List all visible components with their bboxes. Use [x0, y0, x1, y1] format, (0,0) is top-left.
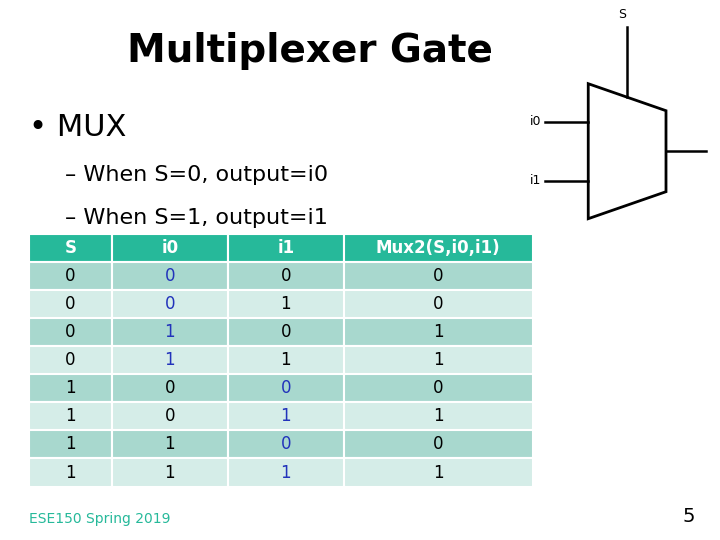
Text: – When S=0, output=i0: – When S=0, output=i0 [65, 165, 328, 185]
Text: 1: 1 [281, 351, 291, 369]
Text: 0: 0 [165, 407, 175, 426]
Text: 0: 0 [65, 323, 76, 341]
Text: 1: 1 [65, 379, 76, 397]
Text: i0: i0 [161, 239, 179, 257]
Text: • MUX: • MUX [29, 113, 126, 143]
Text: 1: 1 [65, 435, 76, 454]
Text: 0: 0 [433, 295, 444, 313]
Text: S: S [618, 8, 626, 21]
Text: 1: 1 [65, 463, 76, 482]
Text: 0: 0 [281, 323, 291, 341]
Text: 1: 1 [165, 463, 175, 482]
Text: 0: 0 [65, 351, 76, 369]
Text: 1: 1 [165, 351, 175, 369]
Text: 0: 0 [165, 379, 175, 397]
Text: 1: 1 [433, 407, 444, 426]
Text: 0: 0 [65, 267, 76, 285]
Text: 1: 1 [281, 463, 291, 482]
Text: 0: 0 [281, 435, 291, 454]
Text: – When S=1, output=i1: – When S=1, output=i1 [65, 208, 328, 228]
Text: i0: i0 [530, 115, 541, 128]
Text: 0: 0 [165, 295, 175, 313]
Text: 1: 1 [65, 407, 76, 426]
Text: 1: 1 [165, 435, 175, 454]
Text: 1: 1 [281, 407, 291, 426]
Text: 1: 1 [433, 351, 444, 369]
Text: 5: 5 [683, 508, 695, 526]
Text: i1: i1 [530, 174, 541, 187]
Text: 0: 0 [65, 295, 76, 313]
Text: Mux2(S,i0,i1): Mux2(S,i0,i1) [376, 239, 500, 257]
Text: 0: 0 [165, 267, 175, 285]
Text: Multiplexer Gate: Multiplexer Gate [127, 32, 492, 70]
Text: 0: 0 [433, 435, 444, 454]
Text: 0: 0 [433, 379, 444, 397]
Text: 0: 0 [281, 379, 291, 397]
Text: ESE150 Spring 2019: ESE150 Spring 2019 [29, 512, 171, 526]
Text: 0: 0 [433, 267, 444, 285]
Text: i1: i1 [277, 239, 294, 257]
Text: 1: 1 [433, 463, 444, 482]
Text: 1: 1 [165, 323, 175, 341]
Text: 1: 1 [433, 323, 444, 341]
Text: 1: 1 [281, 295, 291, 313]
Text: S: S [64, 239, 76, 257]
Text: 0: 0 [281, 267, 291, 285]
